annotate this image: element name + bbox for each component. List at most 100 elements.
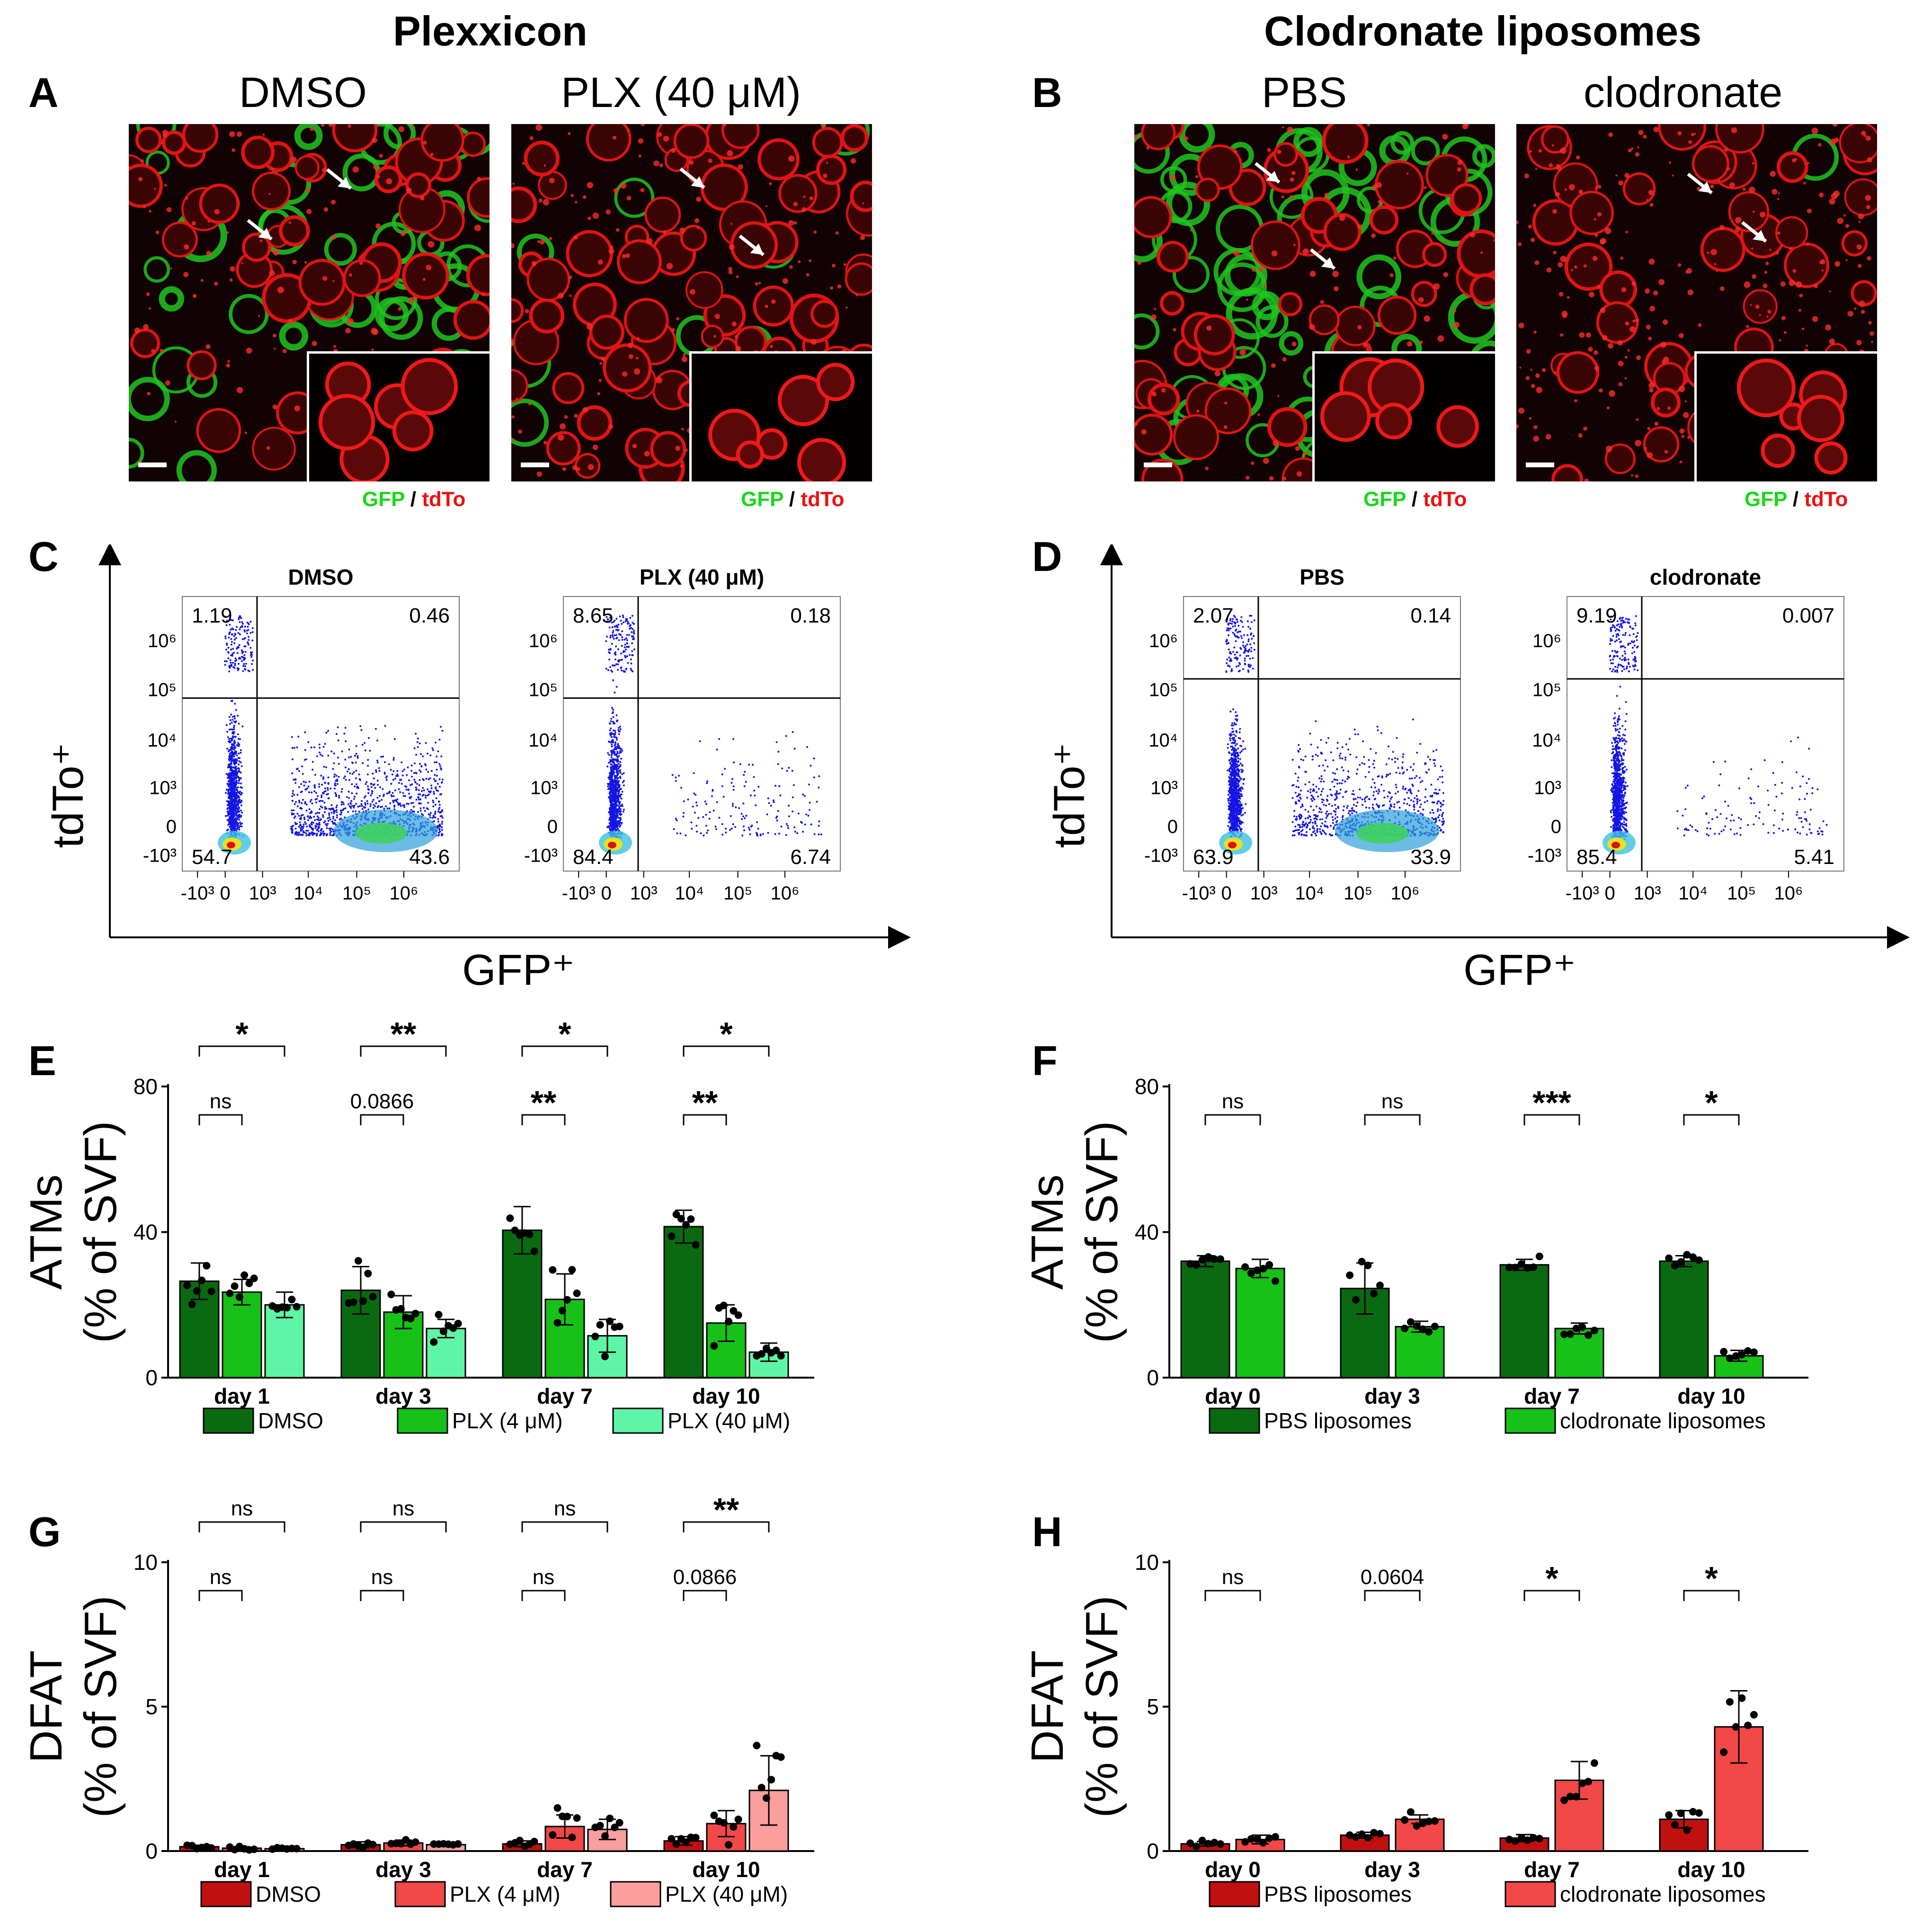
significance-bracket: ns xyxy=(1204,1090,1261,1125)
stain-tdto: tdTo xyxy=(422,488,466,511)
data-point xyxy=(672,1840,680,1848)
quadrant-value-bottom-right: 33.9 xyxy=(1410,846,1451,869)
flow-cytometry-panels: tdTo⁺ tdTo⁺ GFP⁺ GFP⁺ DMSO 1.19 0.46 54.7 43… xyxy=(44,544,1910,994)
data-point xyxy=(615,1322,623,1330)
category-label: day 10 xyxy=(692,1857,760,1882)
significance-label: ns xyxy=(371,1566,393,1589)
data-point xyxy=(1750,1348,1758,1356)
data-point xyxy=(1425,1817,1433,1825)
data-point xyxy=(672,1211,680,1219)
y-tick-label: 10³ xyxy=(530,777,558,798)
data-point xyxy=(757,1350,766,1358)
data-point xyxy=(767,1776,775,1784)
data-point xyxy=(231,1282,239,1290)
data-point xyxy=(1677,1258,1685,1266)
significance-label: ns xyxy=(392,1497,414,1520)
stain-separator: / xyxy=(783,488,801,511)
data-point xyxy=(710,1811,718,1819)
data-point xyxy=(454,1319,462,1327)
data-point xyxy=(349,1298,357,1306)
data-point xyxy=(1677,1809,1685,1817)
data-point xyxy=(762,1344,770,1353)
data-point xyxy=(1689,1253,1697,1261)
y-axis-label: ATMs xyxy=(1022,1175,1073,1290)
quadrant-value-top-left: 8.65 xyxy=(573,604,614,627)
image-label-pbs: PBS xyxy=(1262,69,1347,116)
data-point xyxy=(245,1279,253,1287)
micrograph-clodronate xyxy=(1516,124,1877,481)
data-point xyxy=(188,1300,196,1309)
data-point xyxy=(568,1834,576,1842)
category-label: day 3 xyxy=(1364,1857,1420,1882)
bar-chart-atms-plexxicon: 0 40 80 ATMs (% of SVF) day 1 day 3 day 7 day 10… xyxy=(21,1015,814,1434)
category-label: day 3 xyxy=(375,1857,431,1882)
significance-label: *** xyxy=(1532,1084,1571,1121)
y-tick-label: 10⁴ xyxy=(528,730,558,751)
y-tick-label: 0 xyxy=(547,817,558,837)
data-point xyxy=(407,1315,415,1323)
y-tick-label: 10⁵ xyxy=(529,679,558,700)
legend-item: PLX (4 μM) xyxy=(394,1881,561,1907)
data-point xyxy=(692,1834,700,1842)
y-tick-label: 10³ xyxy=(1150,777,1178,798)
x-tick-label: 10⁵ xyxy=(723,883,752,904)
data-point xyxy=(1572,1325,1580,1333)
stain-gfp: GFP xyxy=(1745,488,1787,511)
data-point xyxy=(1732,1723,1740,1731)
data-point xyxy=(1535,1834,1543,1843)
data-point xyxy=(1744,1347,1752,1355)
significance-bracket: * xyxy=(1683,1084,1740,1125)
x-tick-label: 10⁶ xyxy=(390,883,418,904)
data-point xyxy=(1671,1821,1679,1829)
y-tick-label: 10⁶ xyxy=(529,631,558,651)
data-point xyxy=(288,1296,296,1304)
data-point xyxy=(1198,1836,1206,1844)
stain-legend: GFP / tdTo xyxy=(1363,488,1467,511)
flow-plot: clodronate 9.19 0.007 85.4 5.41 -10³-10³ 0 0 10³… xyxy=(1528,565,1844,904)
data-point xyxy=(1186,1839,1194,1847)
data-point xyxy=(1253,1835,1261,1843)
bar xyxy=(1180,1260,1230,1379)
quadrant-value-bottom-left: 85.4 xyxy=(1576,846,1617,869)
data-point xyxy=(1346,1271,1354,1279)
significance-bracket: 0.0866 xyxy=(350,1090,414,1125)
data-point xyxy=(1505,1835,1513,1843)
x-tick-label: 10³ xyxy=(1250,883,1278,904)
data-point xyxy=(730,1307,738,1315)
data-point xyxy=(549,1266,557,1274)
data-point xyxy=(687,1215,695,1223)
data-point xyxy=(1683,1251,1691,1259)
quadrant-value-bottom-left: 54.7 xyxy=(192,846,232,869)
legend-item: clodronate liposomes xyxy=(1504,1881,1766,1907)
legend-label: PLX (40 μM) xyxy=(668,1408,790,1433)
y-axis-label-unit: (% of SVF) xyxy=(75,1595,126,1817)
data-point xyxy=(573,1289,581,1297)
quadrant-value-top-left: 1.19 xyxy=(192,604,232,627)
data-point xyxy=(772,1346,780,1354)
data-point xyxy=(1523,1264,1531,1272)
data-point xyxy=(1726,1354,1734,1362)
data-point xyxy=(1425,1328,1433,1336)
quadrant-value-bottom-left: 84.4 xyxy=(573,846,614,869)
data-point xyxy=(777,1753,785,1761)
data-point xyxy=(1265,1261,1273,1269)
data-point xyxy=(1535,1252,1543,1260)
x-tick-label: 10⁶ xyxy=(771,883,800,904)
data-point xyxy=(1578,1323,1586,1331)
significance-label: ns xyxy=(231,1497,253,1520)
panel-letter-h: H xyxy=(1032,1508,1062,1555)
data-point xyxy=(1566,1330,1574,1338)
micrograph-dmso xyxy=(129,124,490,481)
y-tick-label: -10³ xyxy=(143,846,177,866)
category-label: day 7 xyxy=(537,1384,593,1408)
data-point xyxy=(454,1840,462,1848)
data-point xyxy=(1413,1822,1421,1830)
y-tick-label: 0 xyxy=(1147,1839,1159,1863)
data-point xyxy=(1265,1834,1273,1842)
data-point xyxy=(1271,1833,1279,1841)
data-point xyxy=(1720,1748,1728,1756)
scale-bar xyxy=(1526,463,1554,467)
data-point xyxy=(1505,1264,1513,1272)
data-point xyxy=(553,1319,561,1327)
category-label: day 3 xyxy=(375,1384,431,1408)
